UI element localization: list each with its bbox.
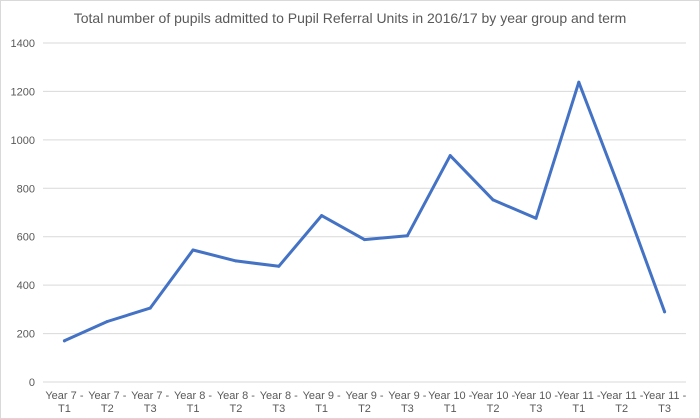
data-point	[277, 264, 281, 268]
data-point	[363, 238, 366, 242]
data-point	[534, 216, 538, 220]
y-tick-label: 800	[17, 183, 35, 195]
x-tick-label: Year 7 -T2	[88, 390, 126, 415]
y-axis-labels: 0 200 400 600 800 1000 1200 1400	[11, 38, 35, 389]
x-tick-label: Year 11 -T3	[643, 390, 687, 415]
x-tick-label: Year 8 -T2	[217, 390, 255, 415]
x-tick-label: Year 7 -T1	[45, 390, 83, 415]
data-point	[62, 339, 66, 343]
x-tick-label: Year 10 -T3	[514, 390, 559, 415]
data-point	[405, 234, 409, 238]
series	[62, 80, 667, 343]
data-point	[620, 192, 624, 196]
data-point	[320, 214, 324, 218]
y-tick-label: 200	[17, 329, 35, 341]
x-tick-label: Year 9 -T2	[345, 390, 383, 415]
x-tick-label: Year 9 -T1	[303, 390, 341, 415]
series-line	[62, 80, 667, 343]
chart-title: Total number of pupils admitted to Pupil…	[73, 10, 627, 26]
x-tick-label: Year 7 -T3	[131, 390, 169, 415]
data-point	[191, 248, 195, 252]
y-tick-label: 400	[17, 280, 35, 292]
y-tick-label: 0	[29, 377, 35, 389]
data-point	[234, 259, 238, 263]
x-tick-label: Year 10 -T2	[471, 390, 516, 415]
data-point	[448, 154, 452, 158]
x-tick-label: Year 9 -T3	[388, 390, 426, 415]
y-tick-label: 1400	[11, 38, 35, 50]
data-point	[663, 310, 667, 314]
data-point	[491, 198, 495, 202]
data-point	[577, 80, 581, 84]
x-tick-label: Year 8 -T3	[260, 390, 298, 415]
x-tick-label: Year 8 -T1	[174, 390, 212, 415]
y-tick-label: 1200	[11, 86, 35, 98]
x-tick-label: Year 10 -T1	[428, 390, 473, 415]
data-point	[105, 319, 109, 323]
data-point	[148, 306, 152, 310]
x-tick-label: Year 11 -T1	[557, 390, 601, 415]
y-tick-label: 600	[17, 232, 35, 244]
y-tick-label: 1000	[11, 135, 35, 147]
x-tick-label: Year 11 -T2	[600, 390, 644, 415]
gridlines	[43, 42, 686, 383]
